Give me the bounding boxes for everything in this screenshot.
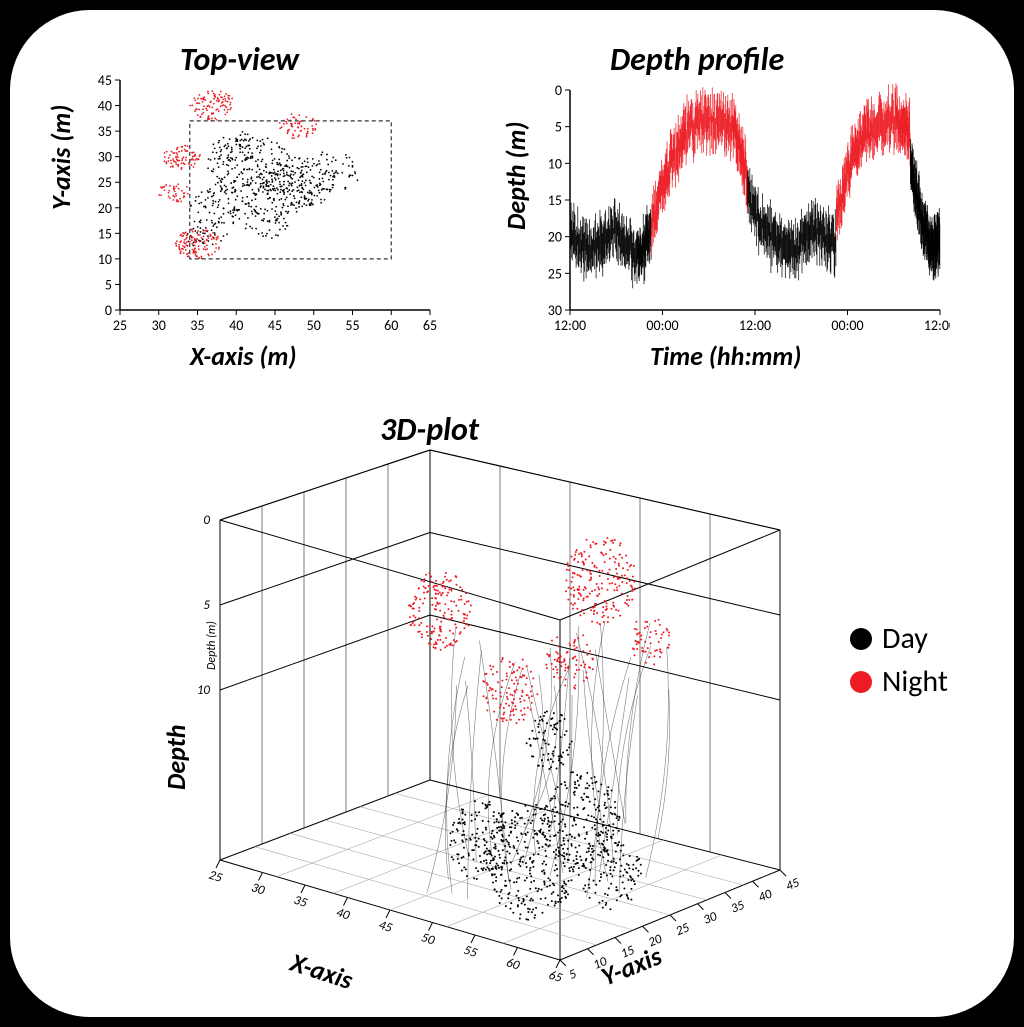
plot3d-chart: 0510 25303540455055606551015202530354045	[130, 440, 830, 1000]
svg-text:40: 40	[756, 886, 774, 905]
svg-text:5: 5	[555, 119, 562, 136]
svg-text:40: 40	[229, 317, 243, 334]
svg-text:25: 25	[674, 920, 692, 939]
svg-text:45: 45	[784, 875, 802, 894]
svg-text:35: 35	[292, 893, 310, 911]
svg-text:55: 55	[462, 943, 480, 961]
svg-text:15: 15	[98, 225, 112, 242]
svg-text:25: 25	[98, 174, 112, 191]
svg-text:35: 35	[190, 317, 204, 334]
svg-text:0: 0	[555, 82, 562, 99]
svg-text:10: 10	[98, 251, 112, 268]
svg-text:0: 0	[105, 302, 112, 319]
svg-text:25: 25	[113, 317, 127, 334]
svg-text:30: 30	[249, 880, 267, 898]
svg-text:12:00: 12:00	[924, 317, 950, 334]
legend-label-night: Night	[882, 663, 948, 700]
topview-chart: 25 30 35 40 45 50 55 60 65 0 5 10 15 20 25 30 35 40 45	[70, 70, 440, 350]
depth-title: Depth profile	[610, 40, 784, 79]
legend-night: Night	[850, 663, 948, 700]
svg-text:30: 30	[701, 909, 719, 928]
legend-label-day: Day	[882, 620, 928, 657]
svg-text:45: 45	[268, 317, 282, 334]
svg-text:65: 65	[423, 317, 437, 334]
svg-text:40: 40	[98, 98, 112, 115]
svg-text:45: 45	[377, 918, 395, 936]
svg-text:30: 30	[98, 149, 112, 166]
svg-text:50: 50	[307, 317, 321, 334]
svg-text:5: 5	[567, 966, 579, 983]
depth-chart: 05101520253012:0000:0012:0000:0012:00	[530, 80, 950, 340]
svg-text:35: 35	[98, 123, 112, 140]
svg-text:15: 15	[619, 943, 637, 962]
legend-dot-day	[850, 628, 872, 650]
legend-day: Day	[850, 620, 948, 657]
svg-text:40: 40	[334, 905, 352, 923]
svg-text:20: 20	[646, 931, 664, 950]
svg-text:10: 10	[197, 683, 211, 698]
svg-text:30: 30	[152, 317, 166, 334]
svg-text:5: 5	[105, 276, 112, 293]
svg-text:0: 0	[203, 513, 210, 528]
svg-text:10: 10	[548, 155, 562, 172]
svg-text:20: 20	[548, 229, 562, 246]
svg-text:20: 20	[98, 200, 112, 217]
svg-text:00:00: 00:00	[646, 317, 678, 334]
legend: Day Night	[850, 620, 948, 706]
legend-dot-night	[850, 671, 872, 693]
svg-text:45: 45	[98, 72, 112, 89]
svg-text:60: 60	[384, 317, 398, 334]
svg-text:12:00: 12:00	[554, 317, 586, 334]
svg-text:15: 15	[548, 192, 562, 209]
svg-text:5: 5	[203, 598, 210, 613]
svg-text:65: 65	[547, 968, 565, 986]
svg-text:25: 25	[207, 868, 225, 886]
svg-text:10: 10	[591, 954, 609, 973]
figure-panel: Top-view Y-axis (m) X-axis (m) 253035404…	[10, 10, 1014, 1017]
svg-text:25: 25	[548, 265, 562, 282]
depth-ylabel: Depth (m)	[500, 122, 532, 230]
svg-text:50: 50	[419, 930, 437, 948]
depth-xlabel: Time (hh:mm)	[650, 340, 801, 372]
svg-text:35: 35	[729, 898, 747, 917]
svg-text:60: 60	[504, 955, 522, 973]
svg-text:55: 55	[345, 317, 359, 334]
svg-text:00:00: 00:00	[831, 317, 863, 334]
svg-text:12:00: 12:00	[739, 317, 771, 334]
